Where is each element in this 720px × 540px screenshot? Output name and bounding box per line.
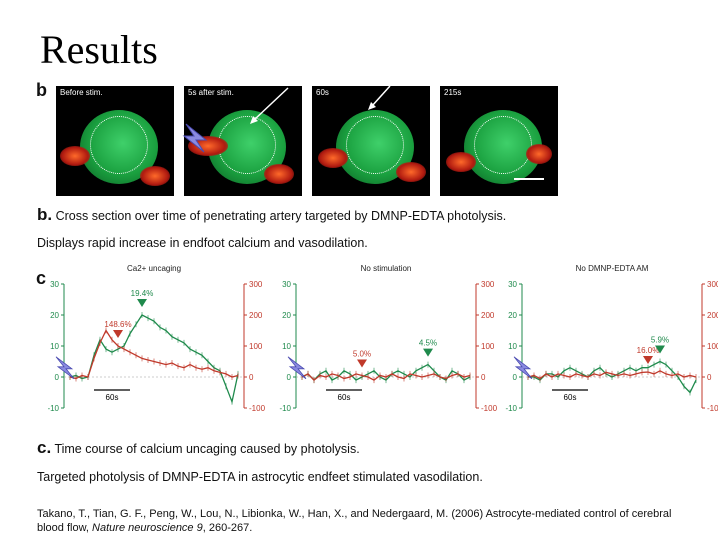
vessel-outline	[346, 116, 404, 174]
series-area	[69, 314, 239, 405]
left-tick-label: 30	[50, 280, 59, 289]
right-tick-label: 100	[249, 342, 263, 351]
time-scale-label: 60s	[106, 393, 119, 402]
right-tick-label: -100	[707, 404, 718, 413]
time-scale-label: 60s	[564, 393, 577, 402]
annotation-marker	[423, 348, 433, 357]
chart-title: No stimulation	[361, 264, 412, 273]
annotation-label: 5.0%	[353, 349, 371, 358]
caption-c-text: Time course of calcium uncaging caused b…	[54, 442, 360, 456]
left-tick-label: 30	[508, 280, 517, 289]
chart-ca-uncaging: Ca2+ uncaging3020100-103002001000-100Cro…	[48, 264, 266, 413]
endfoot-signal	[140, 166, 170, 186]
endfoot-signal	[188, 136, 228, 156]
endfoot-signal	[60, 146, 90, 166]
annotation-label: 148.6%	[104, 320, 131, 329]
stimulation-icon	[55, 356, 75, 380]
micrograph-5s-after-stim: 5s after stim.	[184, 86, 302, 196]
micrograph-before-stim: Before stim.	[56, 86, 174, 196]
endfoot-signal	[396, 162, 426, 182]
citation-pages: , 260-267.	[202, 522, 253, 534]
endfoot-signal	[526, 144, 552, 164]
left-tick-label: 30	[282, 280, 291, 289]
caption-b: b. Cross section over time of penetratin…	[37, 205, 506, 225]
annotation-marker	[655, 345, 665, 354]
annotation-label: 16.0%	[637, 346, 660, 355]
endfoot-signal	[264, 164, 294, 184]
right-tick-label: -100	[481, 404, 498, 413]
left-tick-label: 10	[508, 342, 517, 351]
panel-c-letter: c	[36, 268, 47, 288]
micrograph-215s: 215s	[440, 86, 558, 196]
left-tick-label: 20	[282, 311, 291, 320]
time-scale-label: 60s	[338, 393, 351, 402]
left-tick-label: 20	[508, 311, 517, 320]
caption-c-detail: Targeted photolysis of DMNP-EDTA in astr…	[37, 470, 483, 484]
caption-c: c. Time course of calcium uncaging cause…	[37, 438, 360, 458]
vessel-outline	[90, 116, 148, 174]
micrograph-label: 5s after stim.	[188, 88, 234, 97]
left-tick-label: 0	[287, 373, 292, 382]
chart-title: Ca2+ uncaging	[127, 264, 181, 273]
left-tick-label: -10	[505, 404, 517, 413]
stimulation-icon	[287, 356, 307, 380]
annotation-label: 4.5%	[419, 339, 437, 348]
micrograph-label: 215s	[444, 88, 462, 97]
right-tick-label: 100	[707, 342, 718, 351]
endfoot-signal	[446, 152, 476, 172]
annotation-marker	[137, 299, 147, 307]
endfoot-signal	[318, 148, 348, 168]
series-calcium	[69, 329, 239, 380]
citation-journal: Nature neuroscience 9	[92, 522, 203, 534]
micrograph-label: Before stim.	[60, 88, 103, 97]
right-tick-label: 200	[707, 311, 718, 320]
right-tick-label: 300	[481, 280, 495, 289]
annotation-marker	[357, 359, 367, 368]
panel-b-letter: b	[36, 80, 47, 100]
right-tick-label: 0	[481, 373, 486, 382]
annotation-marker	[643, 356, 653, 365]
right-tick-label: 0	[249, 373, 254, 382]
chart-title: No DMNP-EDTA AM	[576, 264, 649, 273]
annotation-marker	[113, 330, 123, 338]
left-tick-label: 0	[55, 373, 60, 382]
caption-c-letter: c.	[37, 438, 52, 457]
left-tick-label: -10	[48, 404, 60, 413]
chart-no-dmnp-edta: No DMNP-EDTA AM3020100-103002001000-100C…	[505, 264, 718, 413]
chart-no-stimulation: No stimulation3020100-103002001000-1005.…	[279, 264, 497, 413]
left-tick-label: 10	[282, 342, 291, 351]
citation-authors: Takano, T., Tian, G. F., Peng, W., Lou, …	[37, 508, 672, 534]
right-tick-label: 200	[481, 311, 495, 320]
left-tick-label: -10	[279, 404, 291, 413]
scale-bar	[514, 178, 544, 180]
right-tick-label: 300	[249, 280, 263, 289]
micrograph-label: 60s	[316, 88, 329, 97]
right-tick-label: 300	[707, 280, 718, 289]
caption-b-detail: Displays rapid increase in endfoot calci…	[37, 236, 368, 250]
annotation-label: 19.4%	[131, 289, 154, 298]
right-tick-label: 200	[249, 311, 263, 320]
left-tick-label: 0	[513, 373, 518, 382]
right-tick-label: 0	[707, 373, 712, 382]
citation: Takano, T., Tian, G. F., Peng, W., Lou, …	[37, 507, 677, 535]
micrograph-60s: 60s	[312, 86, 430, 196]
caption-b-letter: b.	[37, 205, 53, 224]
vessel-outline	[474, 116, 532, 174]
annotation-label: 5.9%	[651, 336, 669, 345]
right-tick-label: 100	[481, 342, 495, 351]
caption-b-text: Cross section over time of penetrating a…	[55, 209, 507, 223]
stimulation-icon	[513, 356, 533, 380]
right-tick-label: -100	[249, 404, 266, 413]
left-tick-label: 10	[50, 342, 59, 351]
left-tick-label: 20	[50, 311, 59, 320]
slide-title: Results	[40, 27, 158, 72]
time-course-charts: Ca2+ uncaging3020100-103002001000-100Cro…	[48, 264, 718, 413]
